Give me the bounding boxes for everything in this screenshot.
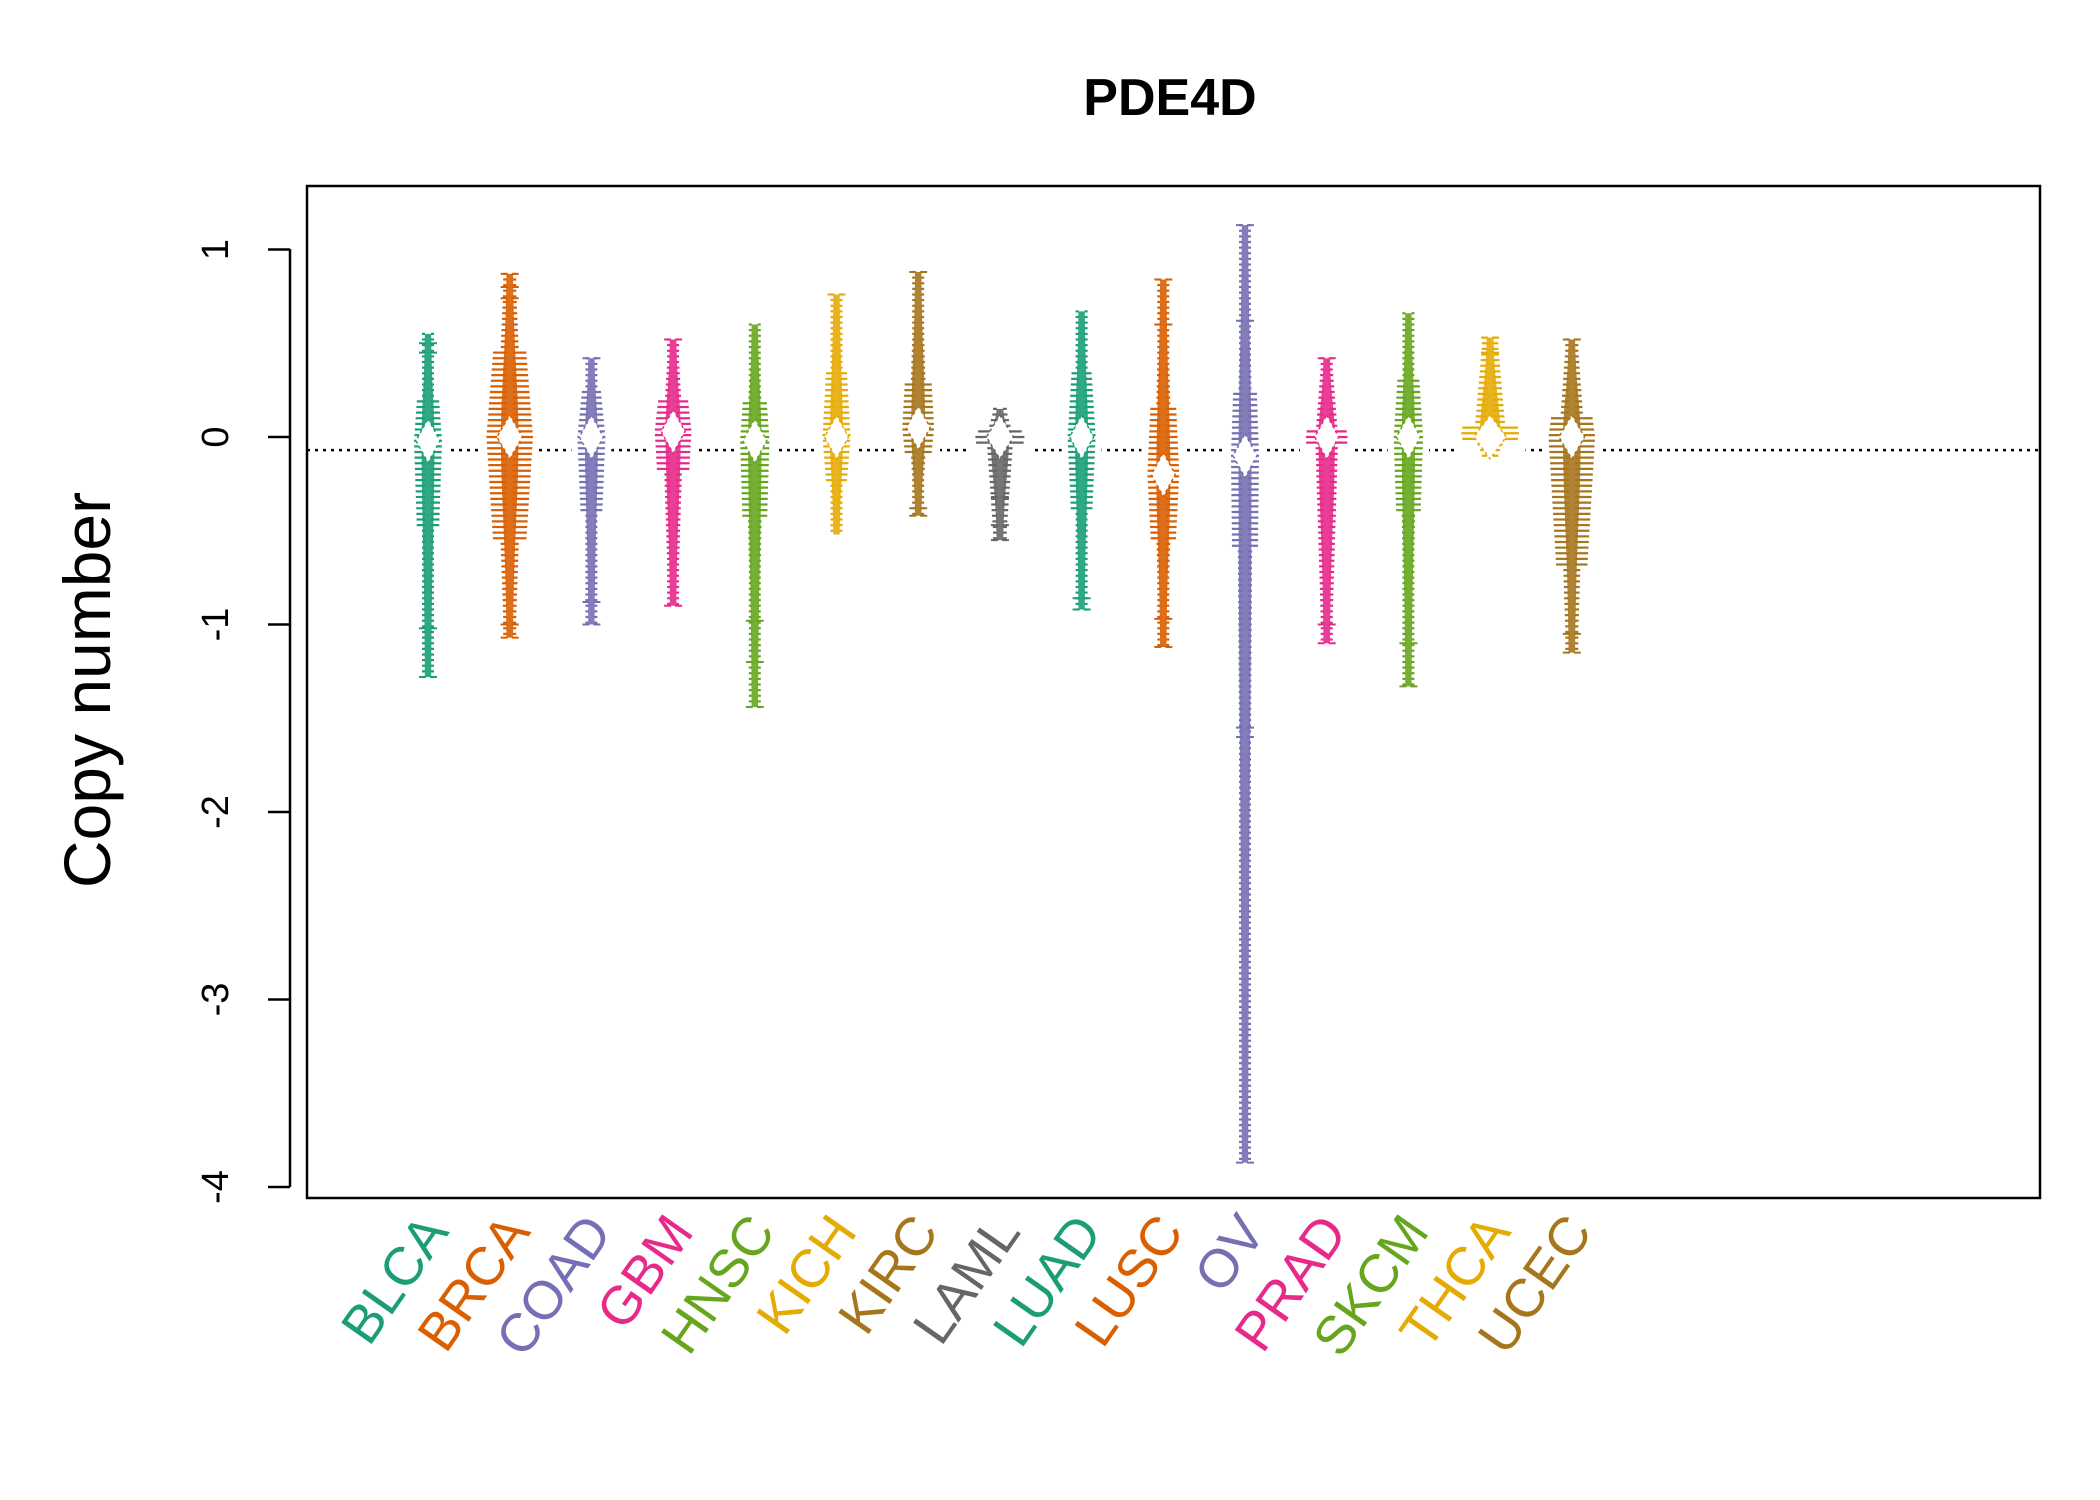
median-marker xyxy=(1068,413,1095,461)
violin-coad xyxy=(571,354,612,629)
violin-lusc xyxy=(1141,275,1186,651)
violin-body xyxy=(748,324,762,707)
y-tick-label: -3 xyxy=(195,983,237,1017)
median-marker xyxy=(578,413,605,461)
median-marker xyxy=(1150,450,1177,499)
y-tick-label: -4 xyxy=(195,1170,237,1204)
median-marker xyxy=(823,413,850,461)
violin-kirc xyxy=(896,268,941,520)
violin-hnsc xyxy=(734,320,776,711)
y-tick-label: 0 xyxy=(195,426,237,447)
violin-prad xyxy=(1299,354,1354,648)
violin-luad xyxy=(1061,307,1102,614)
plot-area-border xyxy=(305,184,2042,1200)
median-marker xyxy=(415,417,441,465)
violin-body xyxy=(1401,313,1416,687)
violin-blca xyxy=(408,329,448,681)
median-marker xyxy=(1313,413,1340,461)
chart-title: PDE4D xyxy=(1083,69,1256,127)
violin-body xyxy=(911,272,926,516)
median-marker xyxy=(660,407,686,455)
median-marker xyxy=(1395,413,1422,461)
y-tick-label: -1 xyxy=(195,608,237,642)
y-axis-label: Copy number xyxy=(50,492,124,888)
y-tick-label: 1 xyxy=(195,239,237,260)
violin-brca xyxy=(480,269,539,642)
violin-thca xyxy=(1454,333,1526,461)
violin-skcm xyxy=(1387,309,1430,691)
median-marker xyxy=(741,417,768,465)
median-marker xyxy=(496,413,524,461)
violin-body xyxy=(421,333,435,677)
violin-gbm xyxy=(648,335,698,610)
median-marker xyxy=(1558,413,1586,461)
violin-body xyxy=(1562,339,1581,653)
violin-body xyxy=(665,339,681,606)
median-marker xyxy=(1232,432,1258,480)
violin-body xyxy=(830,294,843,535)
violin-ucec xyxy=(1542,335,1602,657)
median-marker xyxy=(985,413,1015,461)
violin-laml xyxy=(969,404,1031,545)
y-tick-label: -2 xyxy=(195,795,237,829)
median-marker xyxy=(1472,413,1508,461)
median-marker xyxy=(905,404,932,452)
violin-kich xyxy=(816,290,857,539)
violin-ov xyxy=(1225,221,1265,1167)
